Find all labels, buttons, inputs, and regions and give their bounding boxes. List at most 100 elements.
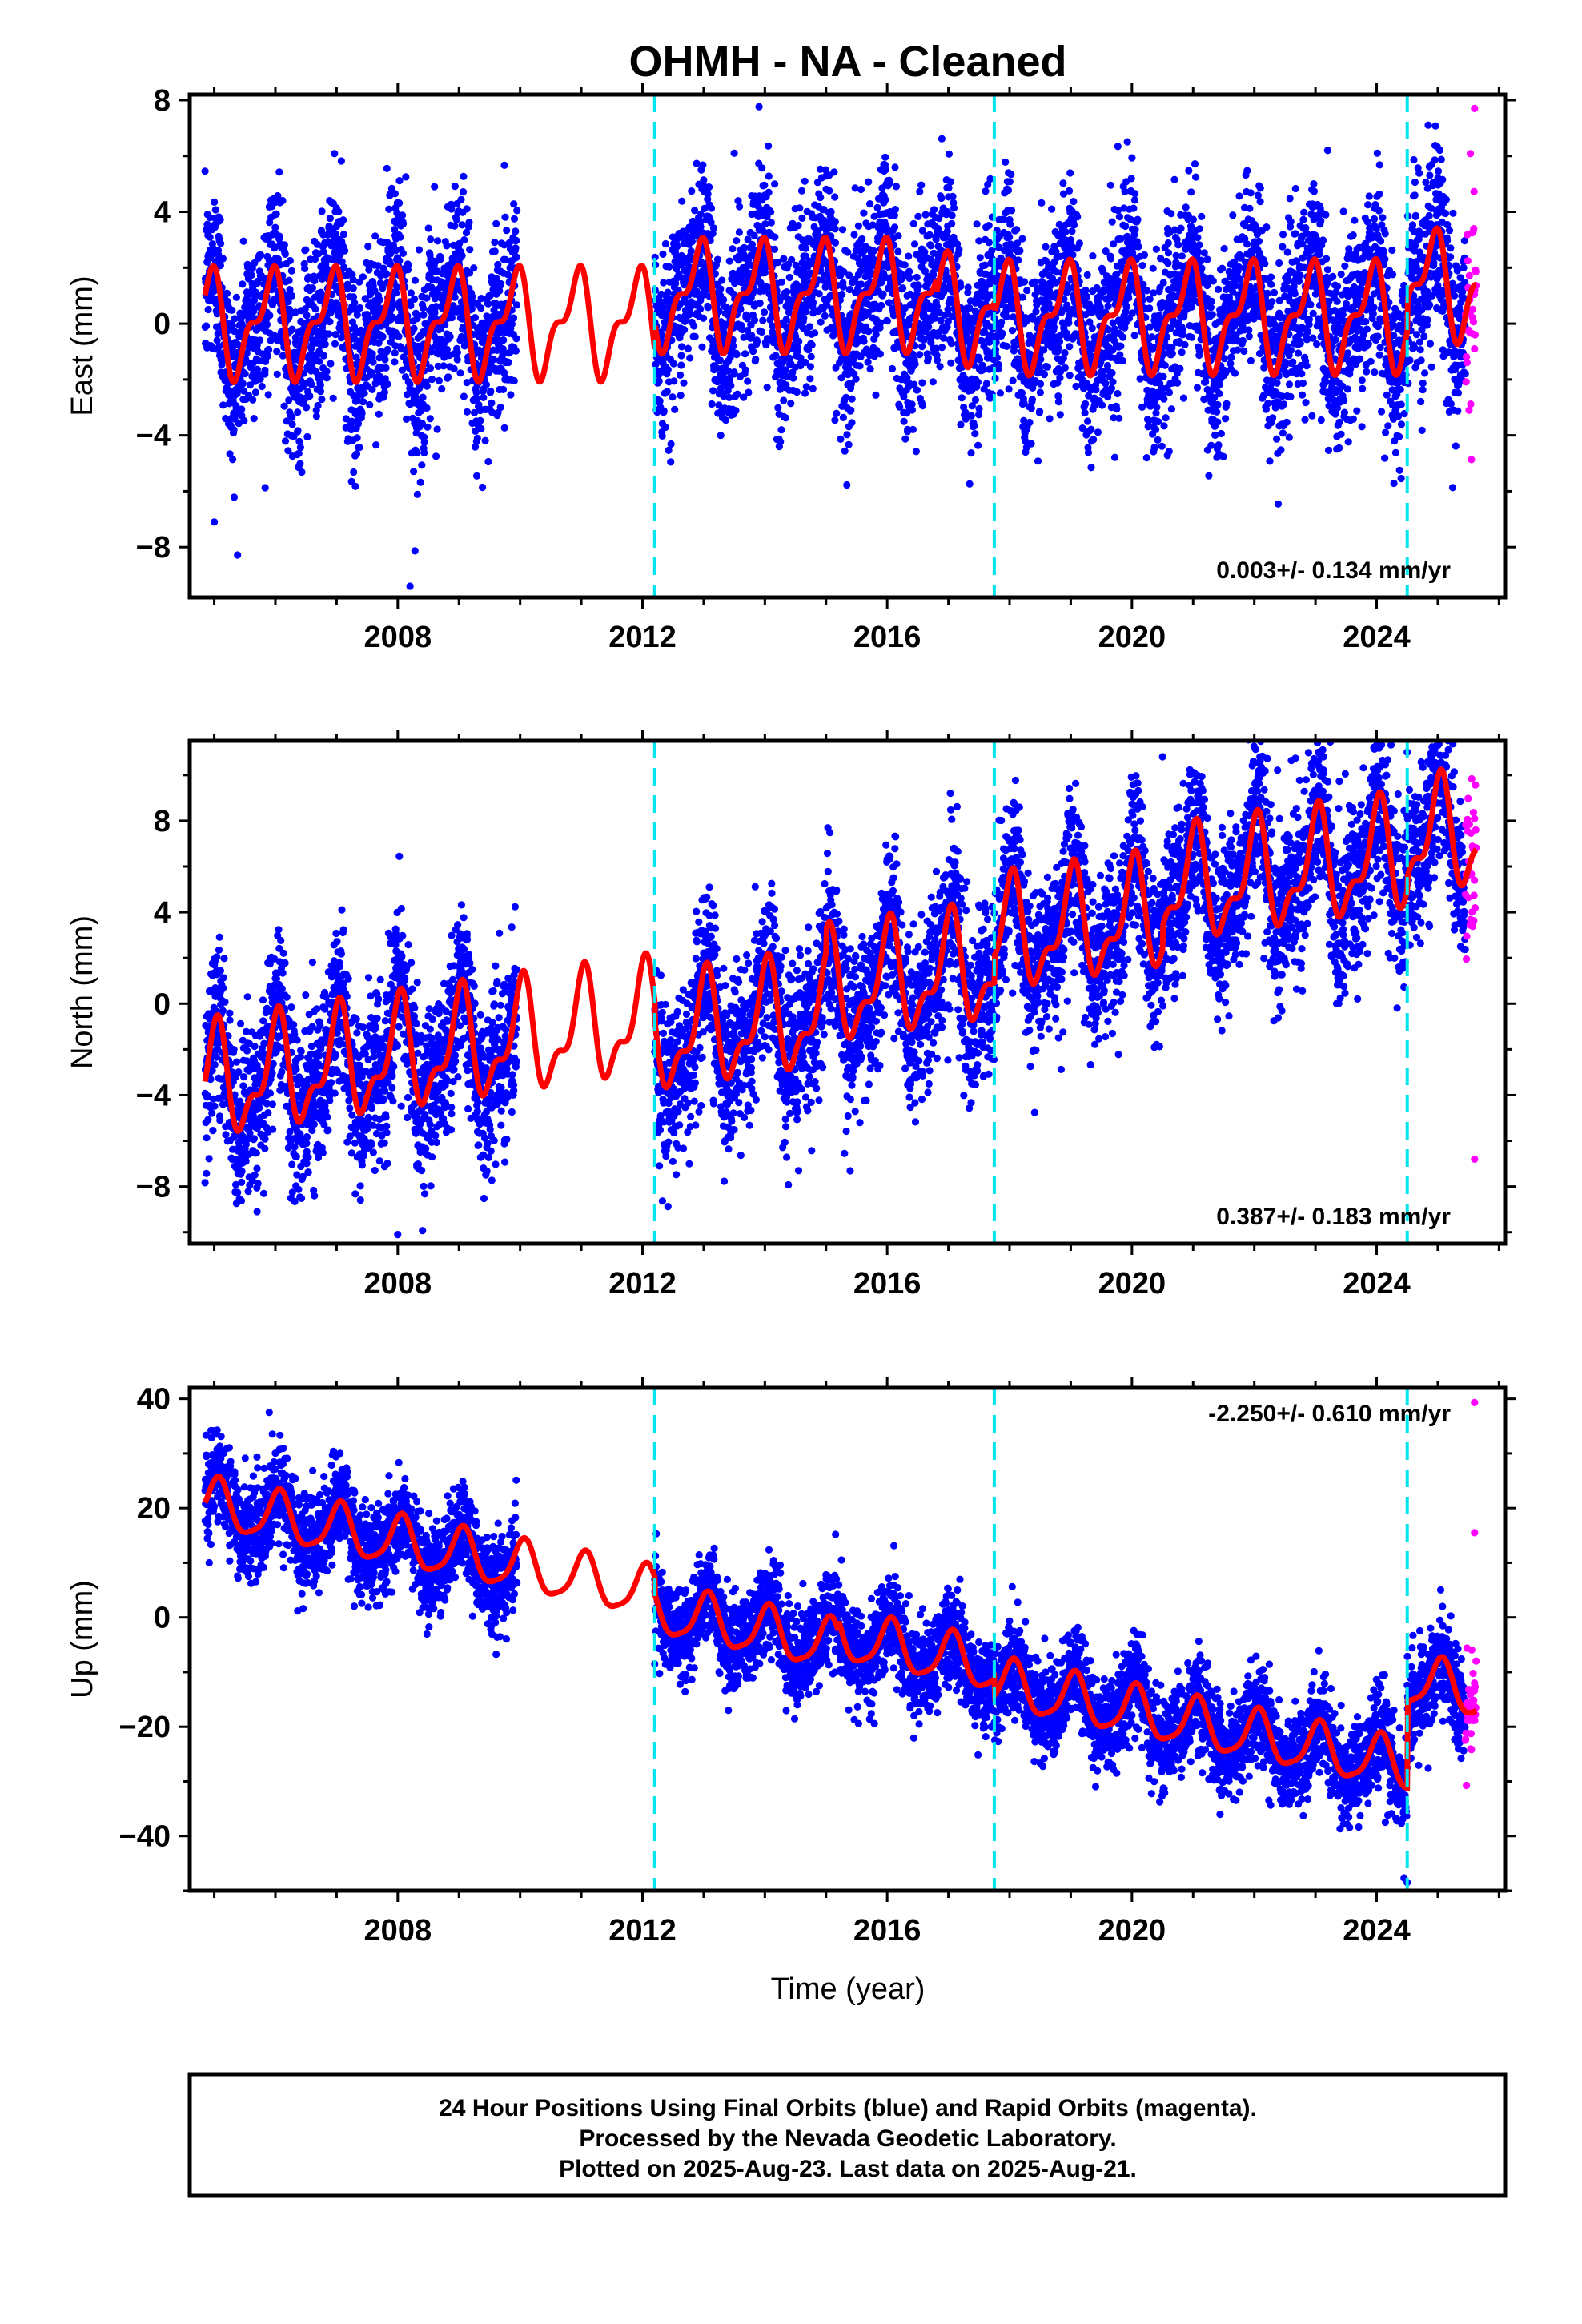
final-orbit-point	[686, 310, 694, 318]
final-orbit-point	[1107, 384, 1116, 392]
final-orbit-point	[857, 185, 865, 194]
final-orbit-point	[339, 216, 347, 224]
final-orbit-point	[684, 344, 693, 352]
final-orbit-point	[1098, 401, 1106, 409]
final-orbit-point	[1159, 279, 1167, 287]
final-orbit-point	[1020, 278, 1029, 286]
final-orbit-point	[504, 358, 512, 367]
final-orbit-point	[451, 293, 459, 301]
final-orbit-point	[361, 295, 369, 303]
final-orbit-point	[655, 377, 663, 385]
final-orbit-point	[1090, 436, 1098, 444]
final-orbit-point	[284, 447, 292, 455]
final-orbit-point	[663, 388, 671, 396]
final-orbit-point	[787, 400, 795, 408]
final-orbit-point	[914, 212, 922, 220]
final-orbit-point	[1142, 454, 1150, 462]
final-orbit-point	[680, 379, 688, 387]
final-orbit-point	[323, 368, 331, 376]
final-orbit-point	[921, 211, 930, 219]
final-orbit-point	[1036, 388, 1044, 396]
final-orbit-point	[271, 243, 279, 251]
final-orbit-point	[671, 405, 679, 413]
final-orbit-point	[1038, 199, 1046, 207]
final-orbit-point	[1018, 235, 1026, 243]
final-orbit-point	[318, 207, 326, 215]
final-orbit-point	[458, 221, 466, 229]
final-orbit-point	[326, 215, 334, 223]
final-orbit-point	[1130, 204, 1138, 212]
final-orbit-point	[382, 270, 391, 278]
final-orbit-point	[687, 247, 695, 255]
final-orbit-point	[765, 188, 773, 196]
final-orbit-point	[508, 320, 516, 328]
final-orbit-point	[729, 342, 737, 350]
final-orbit-point	[476, 416, 484, 424]
final-orbit-point	[815, 290, 823, 298]
final-orbit-point	[287, 292, 296, 300]
final-orbit-point	[699, 314, 708, 322]
final-orbit-point	[343, 280, 351, 288]
final-orbit-point	[958, 394, 966, 402]
final-orbit-point	[448, 205, 456, 213]
final-orbit-point	[480, 393, 488, 401]
final-orbit-point	[761, 308, 769, 316]
final-orbit-point	[1002, 342, 1010, 350]
final-orbit-point	[484, 457, 492, 466]
final-orbit-point	[296, 460, 304, 468]
final-orbit-point	[761, 181, 769, 189]
final-orbit-point	[230, 426, 238, 434]
final-orbit-point	[946, 178, 954, 186]
final-orbit-point	[770, 245, 779, 253]
final-orbit-point	[1082, 400, 1090, 408]
final-orbit-point	[1109, 378, 1117, 386]
final-orbit-point	[704, 190, 712, 198]
final-orbit-point	[295, 449, 303, 457]
final-orbit-point	[1134, 215, 1142, 223]
final-orbit-point	[460, 236, 468, 244]
final-orbit-point	[368, 385, 376, 393]
final-orbit-point	[331, 230, 339, 238]
final-orbit-point	[1005, 385, 1013, 393]
final-orbit-point	[500, 424, 508, 432]
final-orbit-point	[500, 161, 508, 169]
final-orbit-point	[1023, 287, 1031, 295]
final-orbit-point	[1054, 398, 1062, 406]
final-orbit-point	[353, 311, 361, 319]
final-orbit-point	[866, 200, 874, 208]
final-orbit-point	[741, 366, 750, 374]
final-orbit-point	[263, 320, 271, 328]
final-orbit-point	[800, 314, 808, 322]
final-orbit-point	[866, 365, 874, 373]
final-orbit-point	[913, 386, 921, 394]
final-orbit-point	[938, 344, 946, 352]
final-orbit-point	[484, 300, 492, 308]
final-orbit-point	[365, 266, 373, 274]
final-orbit-point	[686, 304, 694, 312]
final-orbit-point	[420, 438, 428, 446]
final-orbit-point	[741, 350, 749, 358]
final-orbit-point	[1006, 178, 1014, 186]
final-orbit-point	[1056, 411, 1064, 419]
final-orbit-point	[1152, 245, 1160, 253]
final-orbit-point	[356, 304, 364, 312]
final-orbit-point	[670, 377, 678, 385]
final-orbit-point	[1115, 213, 1123, 221]
final-orbit-point	[974, 441, 982, 449]
final-orbit-point	[263, 352, 271, 360]
final-orbit-point	[501, 213, 509, 221]
final-orbit-point	[287, 267, 295, 275]
final-orbit-point	[383, 164, 391, 172]
final-orbit-point	[1061, 348, 1069, 357]
final-orbit-point	[491, 239, 499, 247]
final-orbit-point	[368, 350, 376, 358]
final-orbit-point	[1106, 255, 1115, 263]
final-orbit-point	[275, 232, 283, 240]
final-orbit-point	[782, 316, 790, 324]
final-orbit-point	[273, 370, 281, 378]
final-orbit-point	[1113, 405, 1121, 413]
final-orbit-point	[1066, 187, 1074, 195]
final-orbit-point	[351, 482, 359, 490]
final-orbit-point	[788, 255, 796, 264]
